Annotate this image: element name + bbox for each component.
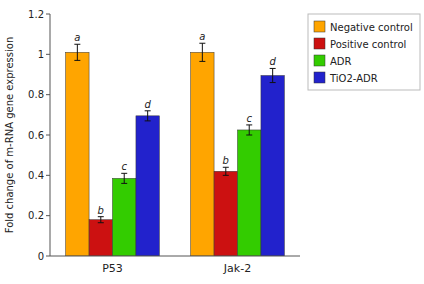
y-tick-label: 0.4 bbox=[28, 170, 44, 181]
error-bar bbox=[98, 217, 104, 223]
annotation: d bbox=[144, 99, 151, 110]
annotation: b bbox=[98, 205, 104, 216]
error-stem bbox=[202, 43, 203, 61]
error-bar bbox=[74, 44, 80, 60]
error-bar bbox=[121, 173, 127, 183]
bar bbox=[191, 52, 214, 256]
error-bar bbox=[246, 125, 252, 135]
labels: a a b b c c d d bbox=[74, 31, 276, 215]
y-tick bbox=[46, 54, 50, 55]
annotation: c bbox=[121, 161, 127, 172]
error-cap bbox=[145, 110, 151, 111]
error-stem bbox=[249, 125, 250, 135]
error-cap bbox=[145, 120, 151, 121]
legend-box bbox=[308, 14, 420, 90]
y-tick-label: 1.2 bbox=[28, 9, 44, 20]
error-cap bbox=[270, 68, 276, 69]
error-cap bbox=[74, 44, 80, 45]
legend-swatch bbox=[314, 55, 325, 66]
error-cap bbox=[121, 183, 127, 184]
bar bbox=[113, 178, 136, 256]
legend-label: TiO2-ADR bbox=[329, 73, 378, 84]
y-tick bbox=[46, 14, 50, 15]
y-tick bbox=[46, 215, 50, 216]
error-cap bbox=[74, 60, 80, 61]
error-stem bbox=[124, 173, 125, 183]
error-bar bbox=[270, 68, 276, 82]
error-cap bbox=[223, 167, 229, 168]
bar bbox=[214, 171, 237, 256]
y-tick-label: 0 bbox=[38, 251, 44, 262]
y-tick bbox=[46, 256, 50, 257]
y-tick-label: 1 bbox=[38, 49, 44, 60]
annotation: b bbox=[223, 155, 229, 166]
error-cap bbox=[246, 135, 252, 136]
legend-label: Positive control bbox=[330, 39, 406, 50]
y-tick-label: 0.8 bbox=[28, 89, 44, 100]
y-axis-label: Fold change of m-RNA gene expression bbox=[4, 37, 15, 234]
y-tick bbox=[46, 175, 50, 176]
bar bbox=[136, 116, 159, 256]
legend-swatch bbox=[314, 21, 325, 32]
chart-container: a a b b c c d d 0 0.2 0.4 0.6 0.8 1 1.2 P53 Jak-2 Fold ch… bbox=[0, 0, 424, 284]
error-stem bbox=[147, 111, 148, 121]
annotation: d bbox=[269, 56, 276, 67]
x-tick-label: Jak-2 bbox=[223, 262, 251, 275]
error-bar bbox=[223, 167, 229, 175]
error-stem bbox=[225, 167, 226, 175]
bar bbox=[261, 76, 284, 256]
error-cap bbox=[223, 175, 229, 176]
error-cap bbox=[199, 43, 205, 44]
y-tick-label: 0.6 bbox=[28, 130, 44, 141]
annotation: a bbox=[74, 32, 80, 43]
error-bar bbox=[199, 43, 205, 61]
error-cap bbox=[121, 173, 127, 174]
annotation: c bbox=[246, 113, 252, 124]
legend-swatch bbox=[314, 38, 325, 49]
legend-label: ADR bbox=[330, 56, 352, 67]
legend-swatch bbox=[314, 72, 325, 83]
x-tick-label: P53 bbox=[102, 262, 123, 275]
plot-area bbox=[66, 43, 285, 256]
error-cap bbox=[199, 61, 205, 62]
error-cap bbox=[270, 82, 276, 83]
y-tick-label: 0.2 bbox=[28, 210, 44, 221]
error-stem bbox=[272, 68, 273, 82]
legend-label: Negative control bbox=[330, 22, 413, 33]
error-cap bbox=[98, 222, 104, 223]
x-axis-line bbox=[50, 256, 300, 257]
bar bbox=[66, 52, 89, 256]
error-cap bbox=[98, 216, 104, 217]
bar bbox=[89, 220, 112, 256]
annotation: a bbox=[199, 31, 205, 42]
y-tick bbox=[46, 135, 50, 136]
bar bbox=[238, 130, 261, 256]
chart-svg: a a b b c c d d 0 0.2 0.4 0.6 0.8 1 1.2 P53 Jak-2 Fold ch… bbox=[0, 0, 424, 284]
legend: Negative control Positive control ADR TiO2-… bbox=[308, 14, 420, 90]
error-bar bbox=[145, 111, 151, 121]
error-stem bbox=[100, 217, 101, 223]
y-tick bbox=[46, 94, 50, 95]
error-stem bbox=[77, 44, 78, 60]
error-cap bbox=[246, 124, 252, 125]
